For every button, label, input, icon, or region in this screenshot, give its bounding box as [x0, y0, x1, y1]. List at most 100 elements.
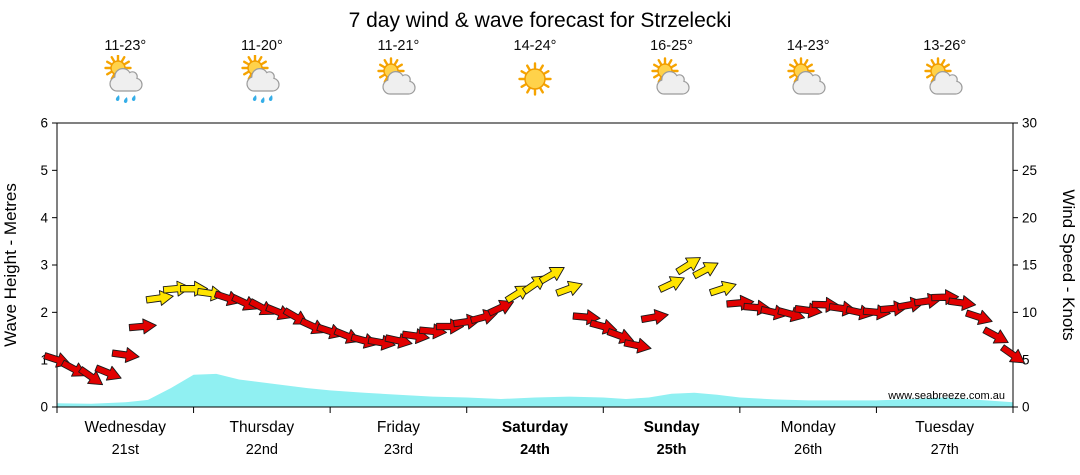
wind-arrow [1000, 344, 1025, 364]
day-date-label: 26th [794, 442, 822, 458]
partly-cloudy-icon [650, 57, 690, 95]
left-axis-tick-label: 2 [40, 305, 48, 320]
sun-ray [520, 70, 527, 75]
wind-arrow [708, 280, 737, 297]
sun-ray [543, 83, 550, 88]
sun-ray [930, 58, 935, 66]
wind-arrow [777, 306, 806, 323]
right-axis-tick-label: 15 [1022, 258, 1037, 273]
left-axis-tick-label: 6 [40, 116, 48, 131]
day-column-saturday: 14-24° [480, 38, 590, 110]
day-column-tuesday: 13-26° [890, 38, 1000, 110]
left-axis-tick-label: 4 [40, 210, 48, 225]
sun-ray [789, 63, 796, 69]
right-axis-tick-label: 20 [1022, 210, 1037, 225]
sun-ray [925, 63, 933, 69]
day-column-monday: 14-23° [753, 38, 863, 110]
wind-arrow [965, 309, 993, 325]
rain-drop [260, 97, 265, 103]
cloud-shape [109, 67, 143, 92]
day-temp-range: 11-20° [240, 38, 283, 54]
day-temp-range: 14-23° [786, 38, 830, 54]
day-temp-range: 16-25° [650, 38, 693, 54]
cloud-shape [382, 70, 417, 95]
day-name-label: Friday [377, 419, 420, 436]
rain-drop [252, 95, 257, 101]
day-name-label: Saturday [502, 419, 569, 436]
wind-arrows [43, 257, 1025, 386]
watermark: www.seabreeze.com.au [887, 390, 1005, 402]
day-date-label: 23rd [384, 442, 413, 458]
wind-arrow [384, 333, 413, 349]
sunny-icon [518, 62, 552, 96]
sun-ray [652, 73, 659, 79]
sun-ray [397, 63, 404, 69]
day-date-label: 25th [657, 442, 687, 458]
sun-ray [652, 63, 659, 69]
wind-arrow [350, 333, 379, 349]
left-axis-tick-label: 3 [40, 258, 48, 273]
sun-ray [257, 56, 263, 63]
chart-title: 7 day wind & wave forecast for Strzeleck… [348, 9, 732, 32]
sun-ray [260, 60, 267, 66]
sun-ray [106, 70, 113, 76]
day-date-label: 22nd [246, 442, 278, 458]
cloud-shape [246, 67, 280, 92]
left-axis-title: Wave Height - Metres [1, 183, 20, 347]
sun-ray [121, 56, 126, 63]
wave-area [57, 373, 1013, 407]
day-column-friday: 11-21° [343, 38, 453, 110]
cloud-shape [929, 70, 963, 95]
plot-frame [56, 122, 1014, 408]
wind-arrow [145, 290, 174, 306]
rain-drop [124, 97, 128, 103]
sun-ray [940, 58, 946, 66]
day-temp-range: 11-23° [104, 38, 147, 54]
right-axis-title: Wind Speed - Knots [1059, 189, 1078, 340]
sun-ray [247, 56, 253, 63]
sun-ray [383, 58, 389, 66]
wind-arrow [487, 299, 515, 317]
wind-arrow [128, 318, 157, 335]
wind-arrow [845, 304, 874, 321]
sun-ray [803, 58, 809, 66]
sun-ray [379, 73, 386, 79]
wind-arrow [367, 334, 396, 351]
wind-arrow [982, 326, 1009, 344]
sun-disc [524, 68, 546, 90]
cloud-shape [655, 70, 690, 95]
wind-arrow [418, 323, 447, 340]
sun-ray [242, 60, 250, 66]
day-column-sunday: 16-25° [617, 38, 727, 110]
rain-drop [132, 95, 136, 101]
sun-ray [394, 58, 399, 66]
wind-arrow [675, 257, 701, 276]
sun-ray [123, 60, 131, 66]
right-axis-tick-label: 0 [1022, 400, 1030, 415]
day-name-label: Thursday [230, 419, 295, 436]
wind-arrow [623, 337, 652, 354]
sun-ray [943, 63, 950, 69]
wind-arrow [658, 276, 685, 293]
partly-cloudy-icon [377, 57, 417, 95]
sun-ray [806, 63, 814, 69]
rain-drop [268, 95, 273, 101]
day-name-label: Wednesday [84, 419, 166, 436]
wind-arrow [111, 347, 140, 363]
left-axis-tick-label: 5 [40, 163, 48, 178]
right-axis-tick-label: 5 [1022, 352, 1030, 367]
wind-arrow [78, 366, 104, 386]
sun-ray [526, 87, 531, 94]
wind-arrow [94, 364, 122, 381]
wind-arrow [231, 294, 258, 311]
wind-arrow [948, 295, 977, 311]
wind-arrow [555, 280, 583, 297]
showers-icon [241, 55, 280, 103]
day-date-label: 24th [520, 442, 550, 458]
sun-ray [379, 63, 386, 69]
sun-ray [539, 64, 544, 71]
wind-arrow [794, 302, 823, 319]
day-column-thursday: 11-20° [207, 38, 317, 110]
